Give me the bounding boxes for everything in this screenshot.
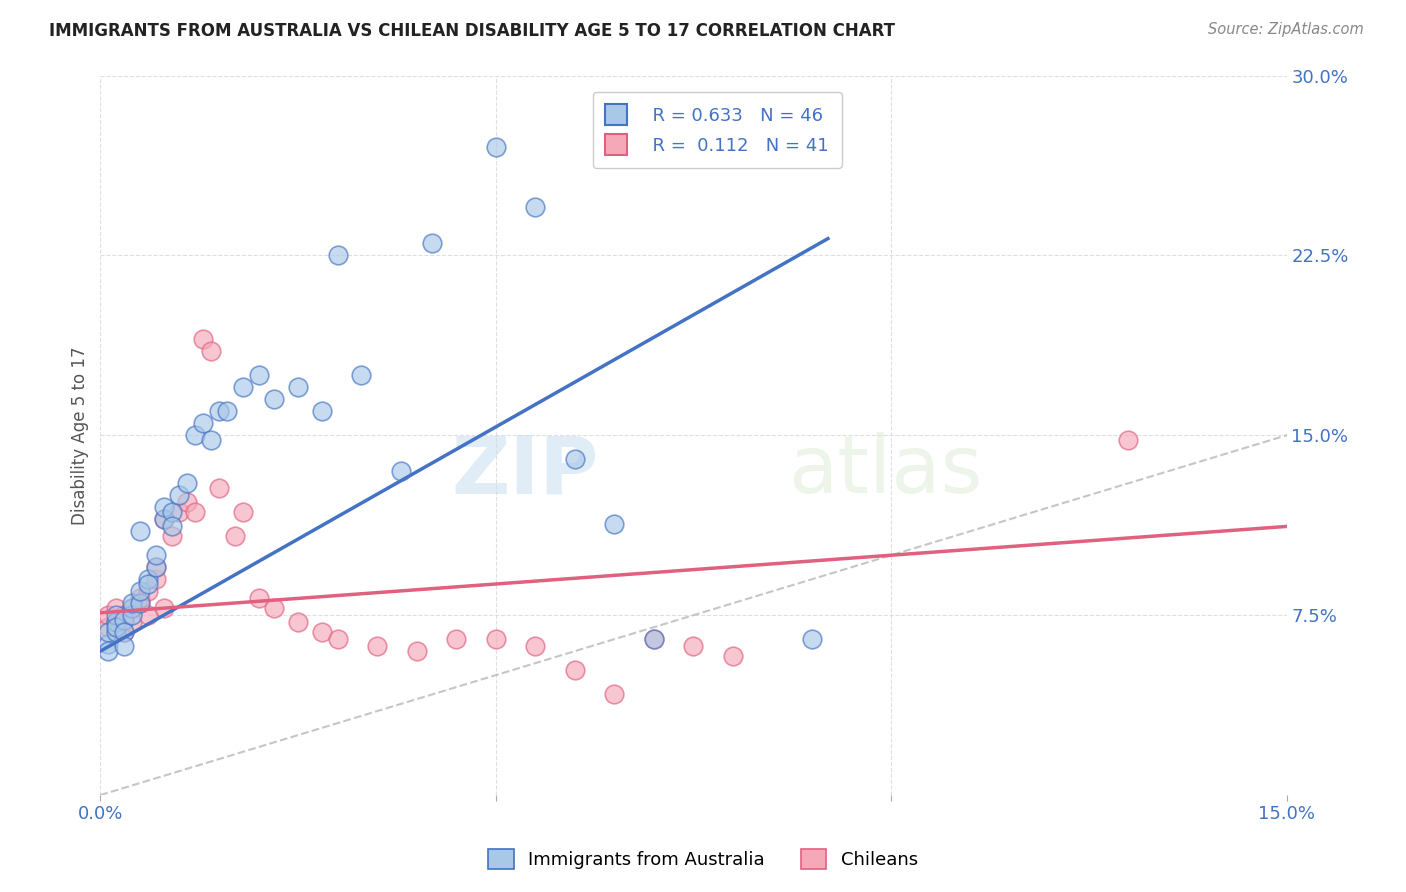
Legend:   R = 0.633   N = 46,   R =  0.112   N = 41: R = 0.633 N = 46, R = 0.112 N = 41 <box>593 92 842 168</box>
Point <box>422 236 444 251</box>
Text: atlas: atlas <box>789 433 983 510</box>
Point <box>112 608 135 623</box>
Point <box>184 428 207 442</box>
Point <box>121 601 143 615</box>
Point <box>105 615 128 630</box>
Point <box>105 620 128 634</box>
Point <box>643 632 665 647</box>
Point <box>564 452 586 467</box>
Point <box>128 596 150 610</box>
Point <box>97 644 120 658</box>
Point <box>524 201 547 215</box>
Point <box>682 640 704 654</box>
Point <box>311 624 333 639</box>
Point <box>105 615 128 630</box>
Point <box>136 577 159 591</box>
Point <box>208 404 231 418</box>
Point <box>121 608 143 623</box>
Point <box>524 640 547 654</box>
Point <box>191 417 214 431</box>
Y-axis label: Disability Age 5 to 17: Disability Age 5 to 17 <box>72 346 89 524</box>
Point <box>287 380 309 394</box>
Point <box>152 512 174 526</box>
Point <box>128 596 150 610</box>
Point <box>128 584 150 599</box>
Point <box>121 601 143 615</box>
Point <box>215 404 238 418</box>
Point <box>145 560 167 574</box>
Point <box>97 608 120 623</box>
Point <box>121 615 143 630</box>
Point <box>105 624 128 639</box>
Point <box>97 624 120 639</box>
Point <box>176 476 198 491</box>
Point <box>485 140 508 154</box>
Point <box>247 591 270 606</box>
Point <box>405 644 427 658</box>
Point <box>169 505 191 519</box>
Text: Source: ZipAtlas.com: Source: ZipAtlas.com <box>1208 22 1364 37</box>
Point <box>263 392 285 407</box>
Point <box>145 560 167 574</box>
Point <box>169 488 191 502</box>
Legend: Immigrants from Australia, Chileans: Immigrants from Australia, Chileans <box>479 839 927 879</box>
Point <box>152 601 174 615</box>
Text: IMMIGRANTS FROM AUSTRALIA VS CHILEAN DISABILITY AGE 5 TO 17 CORRELATION CHART: IMMIGRANTS FROM AUSTRALIA VS CHILEAN DIS… <box>49 22 896 40</box>
Point <box>247 368 270 383</box>
Point <box>145 548 167 562</box>
Point <box>801 632 824 647</box>
Point <box>136 572 159 586</box>
Point <box>152 500 174 515</box>
Point <box>128 524 150 539</box>
Point <box>1118 433 1140 447</box>
Point <box>366 640 388 654</box>
Point <box>444 632 467 647</box>
Point <box>485 632 508 647</box>
Point <box>136 584 159 599</box>
Point <box>112 624 135 639</box>
Point <box>191 332 214 346</box>
Point <box>97 620 120 634</box>
Point <box>350 368 373 383</box>
Point <box>176 495 198 509</box>
Point <box>643 632 665 647</box>
Point <box>136 608 159 623</box>
Point <box>160 529 183 543</box>
Point <box>232 505 254 519</box>
Point <box>112 640 135 654</box>
Point <box>200 344 222 359</box>
Point <box>112 613 135 627</box>
Point <box>105 601 128 615</box>
Point <box>603 687 626 701</box>
Point <box>564 664 586 678</box>
Point <box>208 481 231 495</box>
Point <box>311 404 333 418</box>
Point <box>145 572 167 586</box>
Point <box>121 596 143 610</box>
Point <box>326 248 349 262</box>
Point <box>105 608 128 623</box>
Point <box>263 601 285 615</box>
Point <box>224 529 246 543</box>
Point <box>326 632 349 647</box>
Point <box>152 512 174 526</box>
Point <box>184 505 207 519</box>
Point <box>603 516 626 531</box>
Text: ZIP: ZIP <box>451 433 599 510</box>
Point <box>128 591 150 606</box>
Point <box>232 380 254 394</box>
Point <box>160 505 183 519</box>
Point <box>389 464 412 478</box>
Point <box>160 519 183 533</box>
Point <box>721 648 744 663</box>
Point <box>112 624 135 639</box>
Point <box>287 615 309 630</box>
Point <box>97 637 120 651</box>
Point <box>200 433 222 447</box>
